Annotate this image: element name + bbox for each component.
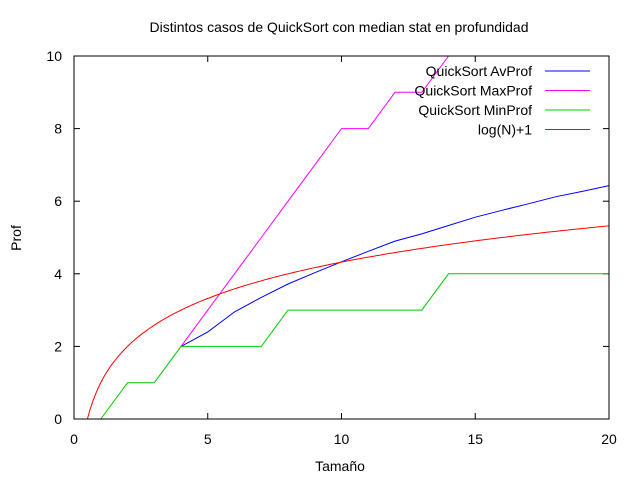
legend-label-2: QuickSort MinProf bbox=[418, 102, 532, 118]
legend: QuickSort AvProf QuickSort MaxProf QuickSo… bbox=[415, 63, 590, 138]
legend-label-1: QuickSort MaxProf bbox=[415, 83, 533, 99]
plot-area bbox=[86, 55, 610, 420]
series-line-2 bbox=[100, 273, 609, 420]
plot-frame bbox=[73, 55, 610, 420]
y-tick-label: 0 bbox=[54, 411, 62, 427]
series-line-1 bbox=[180, 55, 449, 347]
y-tick-label: 8 bbox=[54, 121, 62, 137]
x-tick-label: 5 bbox=[204, 431, 212, 447]
x-tick-label: 15 bbox=[467, 431, 483, 447]
x-tick-label: 10 bbox=[334, 431, 350, 447]
y-tick-label: 2 bbox=[54, 338, 62, 354]
y-axis-label: Prof bbox=[8, 225, 24, 251]
chart-title: Distintos casos de QuickSort con median … bbox=[150, 19, 529, 35]
y-tick-label: 6 bbox=[54, 193, 62, 209]
series-line-3 bbox=[86, 225, 610, 420]
y-tick-label: 10 bbox=[46, 48, 62, 64]
legend-label-0: QuickSort AvProf bbox=[426, 63, 532, 79]
legend-label-3: log(N)+1 bbox=[478, 122, 532, 138]
x-axis-label: Tamaño bbox=[315, 458, 365, 474]
x-tick-label: 0 bbox=[70, 431, 78, 447]
y-tick-label: 4 bbox=[54, 266, 62, 282]
series-line-0 bbox=[180, 185, 610, 347]
x-tick-label: 20 bbox=[601, 431, 617, 447]
